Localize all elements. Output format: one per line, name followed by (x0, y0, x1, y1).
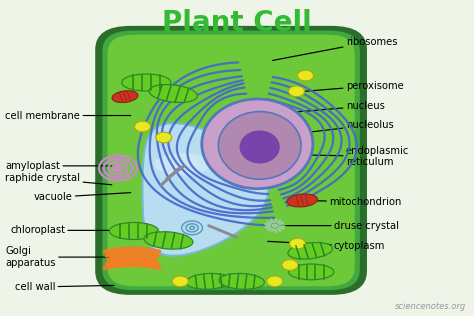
Ellipse shape (112, 91, 138, 103)
FancyBboxPatch shape (108, 35, 355, 286)
Circle shape (172, 276, 188, 287)
Text: raphide crystal: raphide crystal (5, 173, 112, 185)
Ellipse shape (289, 264, 334, 280)
Text: ribosomes: ribosomes (273, 37, 397, 60)
Circle shape (135, 121, 151, 132)
Ellipse shape (186, 273, 231, 289)
Polygon shape (143, 123, 268, 256)
Circle shape (290, 238, 306, 249)
Ellipse shape (287, 194, 318, 207)
Circle shape (289, 86, 305, 97)
Text: druse crystal: druse crystal (280, 221, 399, 231)
Text: chloroplast: chloroplast (10, 225, 121, 235)
Ellipse shape (219, 273, 264, 289)
Text: cell wall: cell wall (15, 282, 114, 292)
Polygon shape (155, 153, 211, 175)
Text: peroxisome: peroxisome (296, 81, 403, 92)
Ellipse shape (122, 74, 171, 91)
Text: nucleolus: nucleolus (277, 120, 393, 136)
Ellipse shape (109, 222, 158, 240)
Ellipse shape (239, 131, 280, 163)
Text: nucleus: nucleus (292, 101, 384, 112)
Circle shape (156, 132, 172, 143)
Circle shape (282, 260, 298, 270)
Ellipse shape (219, 112, 301, 179)
Circle shape (115, 166, 121, 170)
Text: Plant Cell: Plant Cell (162, 9, 312, 37)
Circle shape (267, 276, 283, 287)
Text: cytoplasm: cytoplasm (268, 241, 385, 251)
Ellipse shape (202, 99, 313, 189)
Text: sciencenotes.org: sciencenotes.org (395, 301, 466, 311)
FancyBboxPatch shape (102, 31, 360, 290)
Circle shape (271, 223, 279, 228)
Text: amyloplast: amyloplast (5, 161, 112, 171)
Ellipse shape (288, 242, 333, 259)
Circle shape (298, 70, 314, 81)
Text: endoplasmic
reticulum: endoplasmic reticulum (301, 146, 409, 167)
FancyBboxPatch shape (95, 26, 367, 295)
Text: cell membrane: cell membrane (5, 111, 131, 120)
Ellipse shape (149, 84, 197, 102)
Text: Golgi
apparatus: Golgi apparatus (5, 246, 109, 268)
Ellipse shape (144, 232, 193, 249)
Text: vacuole: vacuole (34, 192, 131, 202)
Text: mitochondrion: mitochondrion (306, 197, 401, 207)
